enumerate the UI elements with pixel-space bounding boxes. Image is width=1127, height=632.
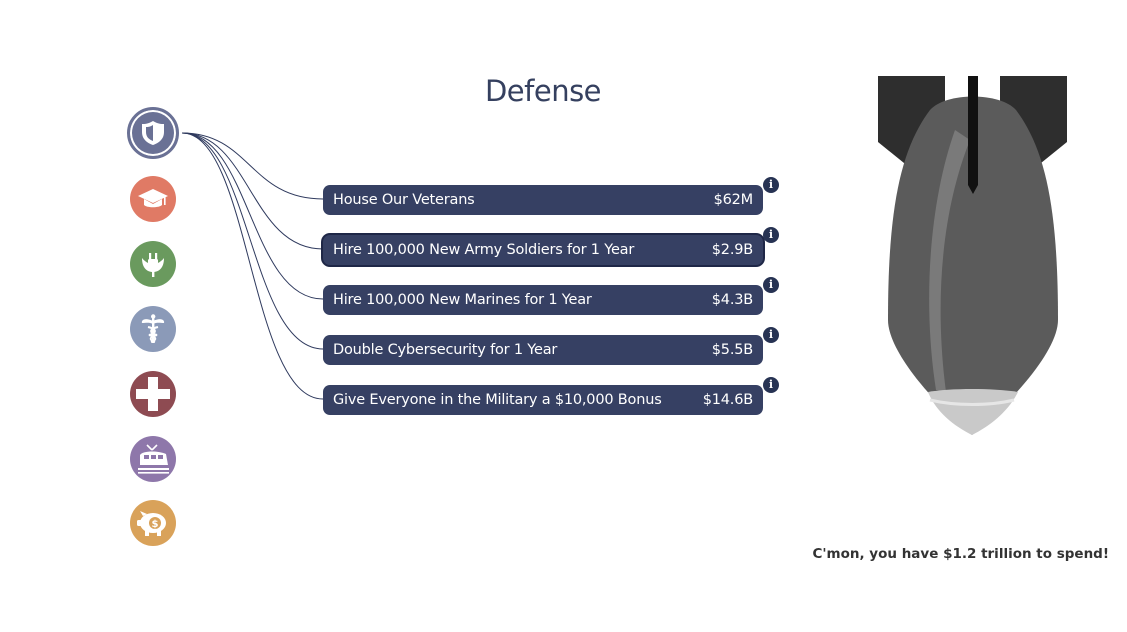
category-transportation-button[interactable] bbox=[130, 436, 176, 482]
spending-item-amount: $62M bbox=[713, 192, 754, 208]
spend-reminder: C'mon, you have $1.2 trillion to spend! bbox=[812, 546, 1109, 562]
spending-item-amount: $2.9B bbox=[711, 242, 753, 258]
connector-line bbox=[181, 132, 324, 350]
info-icon[interactable]: i bbox=[763, 327, 779, 343]
spending-item-label: Hire 100,000 New Army Soldiers for 1 Yea… bbox=[333, 242, 635, 258]
shield-icon bbox=[142, 121, 164, 145]
spending-item[interactable]: Give Everyone in the Military a $10,000 … bbox=[323, 385, 763, 415]
caduceus-icon bbox=[141, 314, 165, 343]
spending-item[interactable]: Double Cybersecurity for 1 Year $5.5B bbox=[323, 335, 763, 365]
category-emergency-button[interactable] bbox=[130, 371, 176, 417]
bomb-illustration bbox=[878, 76, 1067, 435]
category-defense-button[interactable] bbox=[127, 107, 179, 159]
info-icon[interactable]: i bbox=[763, 177, 779, 193]
spending-item-amount: $4.3B bbox=[711, 292, 753, 308]
spending-item[interactable]: House Our Veterans $62M bbox=[323, 185, 763, 215]
piggy-bank-icon: $ bbox=[137, 511, 166, 536]
category-energy-button[interactable] bbox=[130, 241, 176, 287]
spending-item[interactable]: Hire 100,000 New Army Soldiers for 1 Yea… bbox=[323, 235, 763, 265]
plug-leaf-icon bbox=[142, 253, 164, 277]
connector-line bbox=[181, 132, 324, 300]
graduation-cap-icon bbox=[138, 189, 168, 208]
spending-item-label: Give Everyone in the Military a $10,000 … bbox=[333, 392, 662, 408]
info-icon[interactable]: i bbox=[763, 277, 779, 293]
medical-cross-icon bbox=[136, 377, 170, 411]
spending-item-amount: $14.6B bbox=[702, 392, 753, 408]
spending-item-label: Hire 100,000 New Marines for 1 Year bbox=[333, 292, 592, 308]
category-health-button[interactable] bbox=[130, 306, 176, 352]
category-savings-button[interactable]: $ bbox=[130, 500, 176, 546]
spending-item-label: Double Cybersecurity for 1 Year bbox=[333, 342, 558, 358]
info-icon[interactable]: i bbox=[763, 227, 779, 243]
connector-line bbox=[181, 132, 324, 250]
connector-line bbox=[181, 132, 324, 200]
category-education-button[interactable] bbox=[130, 176, 176, 222]
train-icon bbox=[138, 444, 169, 474]
spending-item[interactable]: Hire 100,000 New Marines for 1 Year $4.3… bbox=[323, 285, 763, 315]
spending-item-label: House Our Veterans bbox=[333, 192, 475, 208]
page-title: Defense bbox=[484, 74, 602, 108]
info-icon[interactable]: i bbox=[763, 377, 779, 393]
spending-item-amount: $5.5B bbox=[711, 342, 753, 358]
connector-line bbox=[181, 132, 324, 400]
svg-text:$: $ bbox=[152, 519, 159, 530]
